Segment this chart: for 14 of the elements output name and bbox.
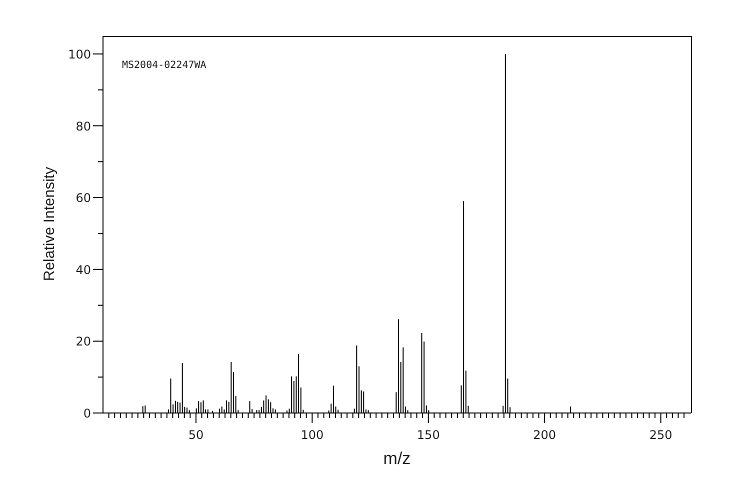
annotation: MS2004-02247WA (122, 59, 206, 72)
y-tick-label: 40 (76, 262, 91, 277)
y-tick-label: 100 (68, 47, 91, 62)
y-tick-label: 60 (76, 191, 91, 206)
x-tick-label: 100 (300, 428, 324, 442)
x-axis-title: m/z (382, 449, 412, 469)
y-axis-title: Relative Intensity (41, 166, 59, 282)
y-tick-label: 80 (76, 119, 91, 134)
x-tick-label: 200 (533, 428, 556, 442)
y-tick-label: 20 (76, 334, 91, 349)
x-tick-label: 150 (416, 428, 440, 442)
y-tick-label: 0 (83, 406, 91, 420)
x-tick-label: 50 (188, 428, 204, 442)
x-tick-label: 250 (649, 428, 672, 442)
